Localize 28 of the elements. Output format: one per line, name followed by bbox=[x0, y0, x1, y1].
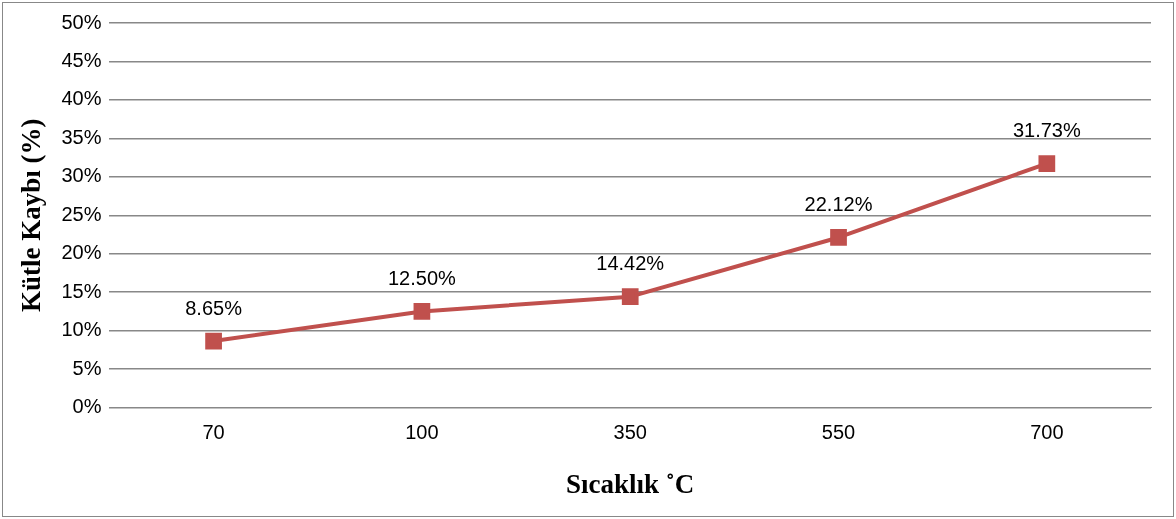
y-tick-label: 40% bbox=[61, 87, 102, 110]
y-tick-label: 15% bbox=[61, 279, 102, 302]
text: 22.12% bbox=[804, 192, 873, 215]
y-tick-label: 35% bbox=[61, 125, 102, 148]
point bbox=[621, 288, 639, 306]
point bbox=[1038, 155, 1056, 172]
text: 12.50% bbox=[387, 266, 456, 289]
y-tick-label: 20% bbox=[61, 241, 102, 264]
y-tick-label: 45% bbox=[61, 48, 102, 71]
text: 31.73% bbox=[1012, 119, 1081, 142]
x-tick-label: 100 bbox=[405, 421, 439, 444]
x-tick-label: 700 bbox=[1030, 421, 1064, 444]
point bbox=[205, 332, 222, 350]
x-tick-label: 70 bbox=[202, 421, 225, 444]
y-tick-label: 30% bbox=[61, 164, 102, 187]
y-tick-label: 10% bbox=[61, 318, 102, 341]
y-tick-label: 50% bbox=[61, 10, 102, 33]
y-tick-label: 25% bbox=[61, 202, 102, 225]
point bbox=[413, 303, 431, 320]
x-tick-label: 350 bbox=[613, 421, 647, 444]
y-tick-label: 5% bbox=[72, 356, 102, 379]
x-axis-title: Sıcaklık ˚C bbox=[566, 468, 695, 499]
y-axis-title: Kütle Kaybı (%) bbox=[16, 118, 47, 313]
point bbox=[830, 229, 847, 246]
text: 8.65% bbox=[185, 296, 242, 319]
text: 14.42% bbox=[596, 252, 665, 275]
x-tick-label: 550 bbox=[821, 421, 856, 444]
y-tick-label: 0% bbox=[72, 395, 102, 418]
